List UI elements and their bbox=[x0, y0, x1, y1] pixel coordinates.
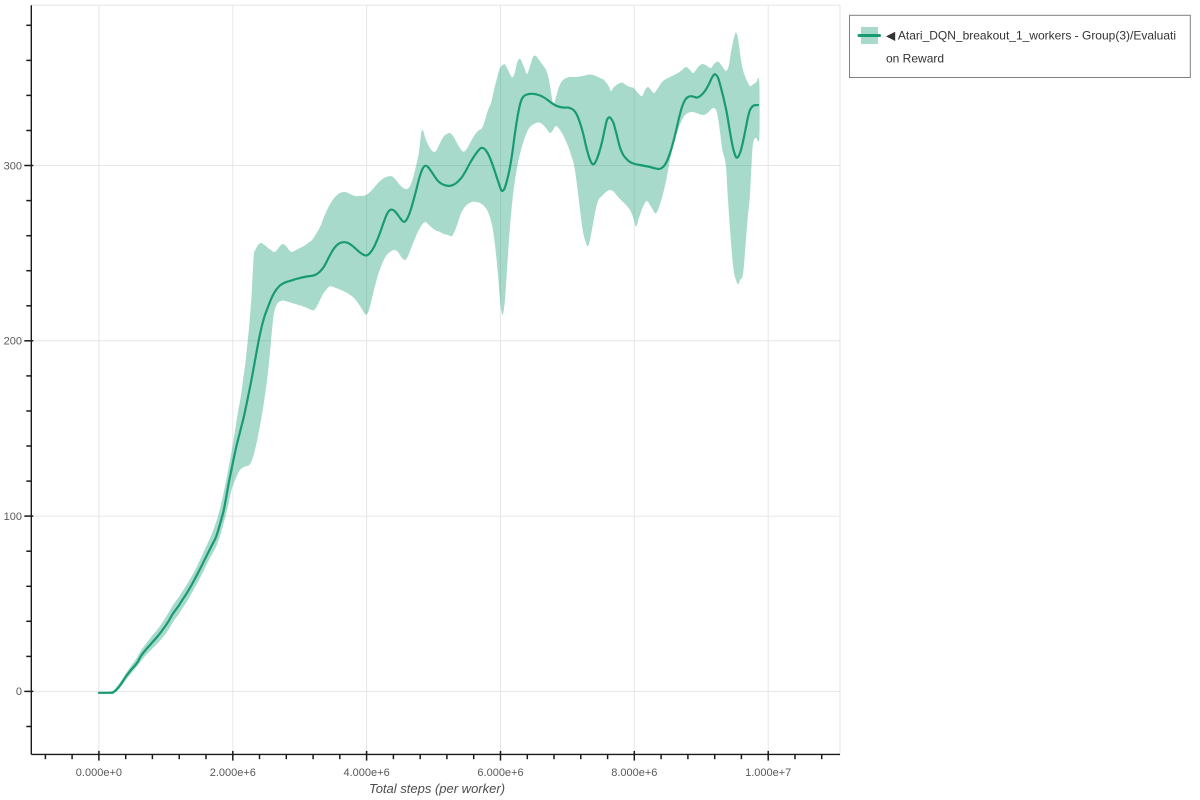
svg-text:4.000e+6: 4.000e+6 bbox=[344, 767, 390, 779]
svg-text:0.000e+0: 0.000e+0 bbox=[76, 767, 122, 779]
svg-text:8.000e+6: 8.000e+6 bbox=[611, 767, 657, 779]
svg-text:200: 200 bbox=[4, 336, 22, 348]
svg-text:100: 100 bbox=[4, 511, 22, 523]
svg-text:on Reward: on Reward bbox=[886, 52, 944, 66]
svg-text:0: 0 bbox=[16, 686, 22, 698]
svg-text:1.000e+7: 1.000e+7 bbox=[745, 767, 791, 779]
svg-text:6.000e+6: 6.000e+6 bbox=[477, 767, 523, 779]
svg-text:Total steps (per worker): Total steps (per worker) bbox=[369, 781, 505, 796]
svg-text:◀ Atari_DQN_breakout_1_workers: ◀ Atari_DQN_breakout_1_workers - Group(3… bbox=[886, 29, 1176, 43]
svg-text:300: 300 bbox=[4, 160, 22, 172]
svg-text:2.000e+6: 2.000e+6 bbox=[210, 767, 256, 779]
